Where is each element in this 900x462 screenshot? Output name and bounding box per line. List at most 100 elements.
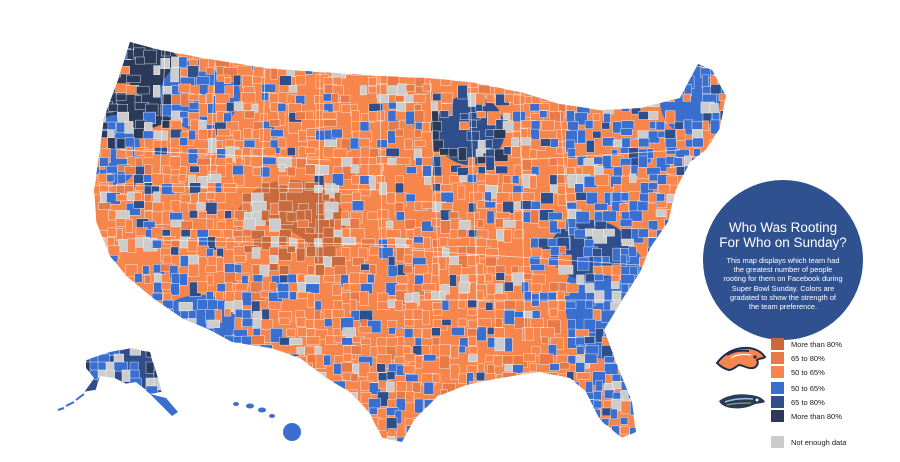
county-tile bbox=[315, 164, 329, 175]
county-tile bbox=[113, 385, 127, 394]
county-tile bbox=[710, 119, 721, 135]
legend-swatch bbox=[771, 436, 784, 448]
county-tile bbox=[728, 184, 735, 195]
county-tile bbox=[394, 128, 405, 137]
county-tile bbox=[377, 74, 388, 84]
county-tile bbox=[369, 56, 383, 70]
county-tile bbox=[251, 247, 261, 259]
county-tile bbox=[611, 281, 620, 289]
county-tile bbox=[270, 47, 279, 60]
county-tile bbox=[711, 327, 721, 335]
county-tile bbox=[674, 263, 689, 272]
county-tile bbox=[540, 192, 554, 205]
county-tile bbox=[115, 228, 123, 241]
county-tile bbox=[637, 201, 649, 211]
county-tile bbox=[260, 353, 272, 364]
county-tile bbox=[559, 362, 570, 370]
county-tile bbox=[234, 317, 242, 331]
county-tile bbox=[279, 192, 287, 202]
county-tile bbox=[467, 92, 477, 107]
county-tile bbox=[547, 238, 558, 247]
county-tile bbox=[558, 245, 567, 255]
legend-item: Not enough data bbox=[771, 436, 846, 448]
county-tile bbox=[179, 137, 188, 146]
county-tile bbox=[694, 355, 708, 369]
county-tile bbox=[405, 391, 415, 404]
county-tile bbox=[683, 59, 692, 72]
county-tile bbox=[514, 211, 522, 221]
county-tile bbox=[531, 47, 544, 58]
county-tile bbox=[260, 166, 271, 178]
county-tile bbox=[530, 264, 545, 271]
county-tile bbox=[107, 227, 117, 237]
county-tile bbox=[585, 67, 598, 79]
county-tile bbox=[178, 174, 186, 182]
county-tile bbox=[116, 301, 125, 316]
county-tile bbox=[691, 166, 702, 175]
county-tile bbox=[683, 336, 699, 351]
county-tile bbox=[134, 399, 149, 413]
state-border bbox=[317, 71, 321, 263]
county-tile bbox=[188, 401, 199, 412]
info-circle: Who Was Rooting For Who on Sunday? This … bbox=[703, 180, 863, 340]
county-tile bbox=[244, 42, 257, 52]
county-tile bbox=[279, 382, 289, 390]
county-tile bbox=[306, 371, 319, 383]
county-tile bbox=[701, 390, 713, 404]
county-tile bbox=[594, 274, 604, 281]
county-tile bbox=[152, 319, 164, 329]
county-tile bbox=[665, 318, 676, 331]
county-tile bbox=[675, 67, 685, 76]
county-tile bbox=[655, 120, 666, 131]
county-tile bbox=[648, 255, 663, 265]
county-tile bbox=[358, 426, 370, 440]
county-tile bbox=[180, 356, 190, 366]
county-tile bbox=[316, 202, 325, 215]
county-tile bbox=[530, 426, 544, 437]
county-tile bbox=[585, 416, 595, 426]
county-tile bbox=[169, 156, 181, 170]
county-tile bbox=[169, 212, 183, 221]
county-tile bbox=[296, 156, 307, 169]
county-tile bbox=[323, 354, 331, 366]
county-tile bbox=[208, 138, 217, 153]
county-tile bbox=[666, 410, 678, 423]
county-tile bbox=[523, 77, 535, 87]
county-tile bbox=[485, 48, 498, 63]
county-tile bbox=[224, 345, 233, 360]
county-tile bbox=[126, 407, 134, 421]
county-tile bbox=[84, 361, 92, 374]
county-tile bbox=[259, 264, 269, 277]
county-tile bbox=[630, 320, 640, 328]
county-tile bbox=[125, 283, 135, 293]
county-tile bbox=[288, 362, 299, 370]
county-tile bbox=[250, 155, 263, 167]
county-tile bbox=[701, 175, 709, 187]
county-tile bbox=[367, 164, 383, 176]
county-tile bbox=[94, 42, 101, 48]
county-tile bbox=[539, 381, 552, 393]
county-tile bbox=[287, 59, 296, 69]
county-tile bbox=[129, 348, 141, 356]
county-tile bbox=[539, 103, 550, 111]
county-tile bbox=[450, 345, 459, 359]
county-tile bbox=[566, 202, 577, 210]
county-tile bbox=[529, 175, 537, 189]
county-tile bbox=[414, 47, 426, 58]
county-tile bbox=[170, 283, 180, 296]
county-tile bbox=[557, 391, 567, 405]
county-tile bbox=[260, 392, 270, 405]
county-tile bbox=[305, 147, 316, 154]
county-tile bbox=[730, 103, 740, 113]
county-tile bbox=[106, 300, 116, 309]
county-tile bbox=[639, 291, 652, 300]
county-tile bbox=[592, 130, 602, 139]
county-tile bbox=[547, 47, 562, 60]
county-tile bbox=[675, 407, 685, 420]
county-tile bbox=[269, 399, 282, 410]
county-tile bbox=[602, 210, 617, 222]
county-tile bbox=[133, 408, 147, 422]
county-tile bbox=[592, 309, 601, 321]
county-tile bbox=[646, 317, 655, 326]
county-tile bbox=[243, 426, 254, 438]
